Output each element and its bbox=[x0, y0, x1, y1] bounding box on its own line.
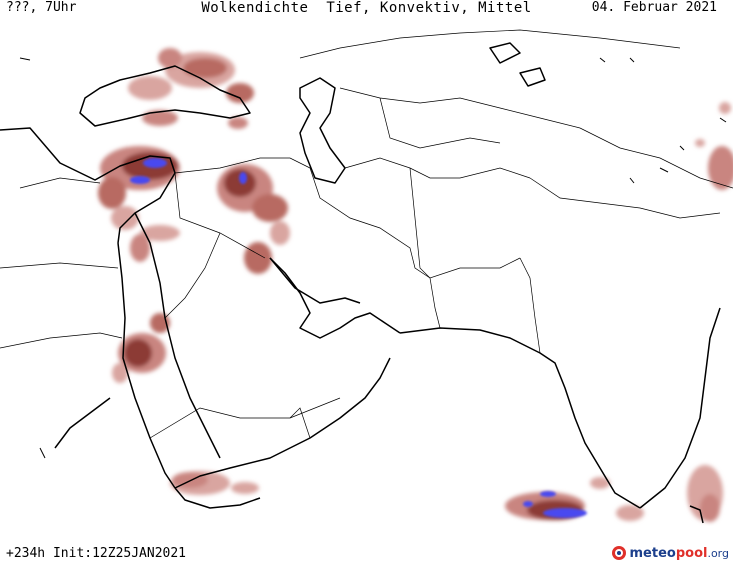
cloud-area-iraq bbox=[217, 164, 290, 274]
cloud-area-caucasus bbox=[128, 48, 254, 129]
cloud-area-himalaya bbox=[695, 102, 733, 190]
forecast-date: 04. Februar 2021 bbox=[591, 0, 717, 15]
islands bbox=[19, 57, 727, 459]
cloud-area-yemen bbox=[170, 471, 259, 495]
cloud-area-levant bbox=[98, 146, 180, 262]
map-title: Wolkendichte Tief, Konvektiv, Mittel bbox=[201, 0, 532, 16]
country-borders bbox=[0, 29, 733, 439]
logo-text-pool: pool bbox=[675, 545, 708, 561]
meteopool-logo-icon bbox=[611, 546, 626, 560]
cloud-area-indian-ocean bbox=[505, 465, 723, 522]
meteopool-logo[interactable]: meteo pool .org bbox=[611, 542, 729, 564]
logo-text-org: .org bbox=[707, 546, 729, 560]
logo-text-meteo: meteo bbox=[629, 545, 676, 561]
run-info: +234h Init:12Z25JAN2021 bbox=[6, 546, 187, 561]
forecast-time-label: ???, 7Uhr bbox=[6, 0, 77, 15]
coastlines bbox=[0, 42, 721, 524]
convective-cells-layer bbox=[130, 158, 587, 518]
cloud-area-red-sea bbox=[112, 313, 170, 383]
weather-map bbox=[0, 29, 733, 524]
cloud-density-layer bbox=[98, 48, 733, 522]
